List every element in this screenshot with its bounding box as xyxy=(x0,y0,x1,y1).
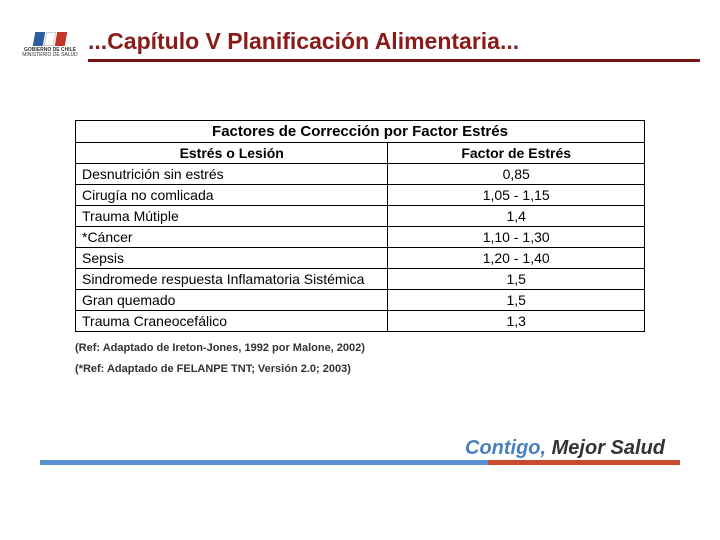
table-row: Cirugía no comlicada1,05 - 1,15 xyxy=(76,185,644,206)
row-value: 1,05 - 1,15 xyxy=(388,185,644,205)
row-label: Trauma Craneocefálico xyxy=(76,311,388,331)
table-column-headers: Estrés o Lesión Factor de Estrés xyxy=(76,143,644,164)
row-value: 1,5 xyxy=(388,290,644,310)
footer-bar xyxy=(40,460,680,465)
footer: Contigo, Mejor Salud xyxy=(0,467,720,505)
table-row: Trauma Craneocefálico1,3 xyxy=(76,311,644,331)
row-value: 1,5 xyxy=(388,269,644,289)
ref-1: (Ref: Adaptado de Ireton-Jones, 1992 por… xyxy=(75,338,645,359)
row-label: Trauma Mútiple xyxy=(76,206,388,226)
chile-flag-icon xyxy=(34,32,66,46)
header: GOBIERNO DE CHILE MINISTERIO DE SALUD ..… xyxy=(0,0,720,70)
col2-header: Factor de Estrés xyxy=(388,143,644,163)
row-label: Gran quemado xyxy=(76,290,388,310)
page-title: ...Capítulo V Planificación Alimentaria.… xyxy=(88,28,700,55)
row-value: 1,4 xyxy=(388,206,644,226)
row-label: Sindromede respuesta Inflamatoria Sistém… xyxy=(76,269,388,289)
table-row: Trauma Mútiple1,4 xyxy=(76,206,644,227)
table-row: Desnutrición sin estrés0,85 xyxy=(76,164,644,185)
slogan-mejor-salud: Mejor Salud xyxy=(546,437,665,459)
references: (Ref: Adaptado de Ireton-Jones, 1992 por… xyxy=(75,338,645,380)
table-row: Sindromede respuesta Inflamatoria Sistém… xyxy=(76,269,644,290)
logo-line2: MINISTERIO DE SALUD xyxy=(22,53,78,59)
gobierno-chile-logo: GOBIERNO DE CHILE MINISTERIO DE SALUD xyxy=(20,20,80,70)
table-main-header: Factores de Corrección por Factor Estrés xyxy=(76,121,644,143)
row-value: 1,10 - 1,30 xyxy=(388,227,644,247)
footer-bar-left xyxy=(40,460,488,465)
table-row: Sepsis1,20 - 1,40 xyxy=(76,248,644,269)
correction-factors-table: Factores de Corrección por Factor Estrés… xyxy=(75,120,645,332)
col1-header: Estrés o Lesión xyxy=(76,143,388,163)
slogan-contigo: Contigo, xyxy=(465,437,546,459)
table-body: Desnutrición sin estrés0,85Cirugía no co… xyxy=(76,164,644,331)
row-value: 1,20 - 1,40 xyxy=(388,248,644,268)
table-row: *Cáncer1,10 - 1,30 xyxy=(76,227,644,248)
title-underline: ...Capítulo V Planificación Alimentaria.… xyxy=(88,28,700,62)
row-label: Sepsis xyxy=(76,248,388,268)
row-label: *Cáncer xyxy=(76,227,388,247)
table-row: Gran quemado1,5 xyxy=(76,290,644,311)
footer-slogan: Contigo, Mejor Salud xyxy=(0,437,720,460)
row-label: Desnutrición sin estrés xyxy=(76,164,388,184)
footer-bar-right xyxy=(488,460,680,465)
row-label: Cirugía no comlicada xyxy=(76,185,388,205)
ref-2: (*Ref: Adaptado de FELANPE TNT; Versión … xyxy=(75,359,645,380)
row-value: 0,85 xyxy=(388,164,644,184)
row-value: 1,3 xyxy=(388,311,644,331)
